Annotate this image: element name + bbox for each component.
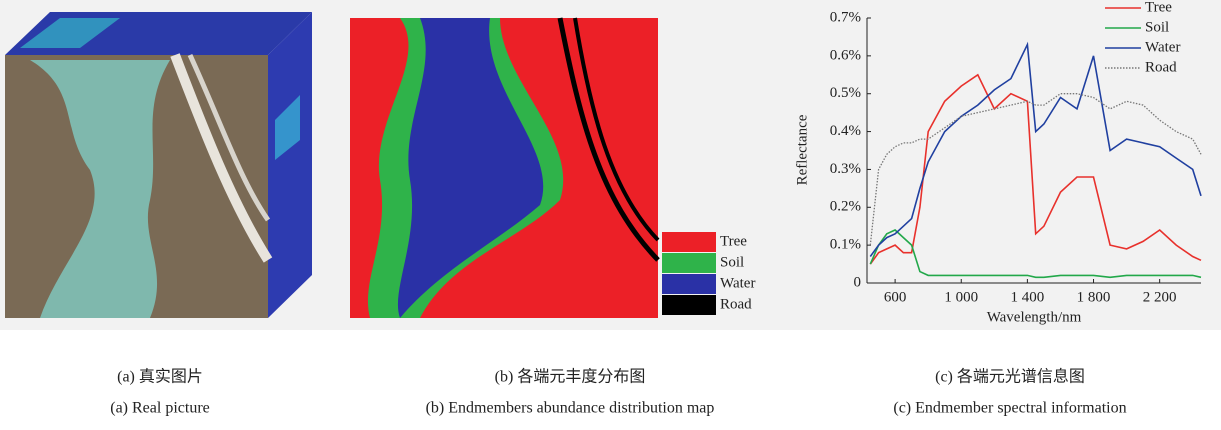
y-tick-label: 0.3% (830, 161, 861, 177)
y-tick-label: 0.1% (830, 237, 861, 253)
x-tick-label: 1 800 (1077, 289, 1111, 305)
y-tick-label: 0.4% (830, 123, 861, 139)
y-tick-label: 0.6% (830, 47, 861, 63)
legend-label: Tree (720, 233, 747, 249)
legend-label: Tree (1145, 0, 1172, 15)
legend-label: Road (1145, 59, 1177, 75)
y-tick-label: 0.5% (830, 85, 861, 101)
legend-swatch (662, 295, 716, 315)
caption-zh: (a) 真实图片 (117, 368, 203, 386)
legend-label: Soil (1145, 19, 1169, 35)
x-axis-label: Wavelength/nm (987, 309, 1082, 325)
caption-en: (a) Real picture (110, 400, 210, 417)
caption-en: (b) Endmembers abundance distribution ma… (426, 400, 715, 417)
y-tick-label: 0 (854, 274, 862, 290)
legend-swatch (662, 253, 716, 273)
legend-swatch (662, 232, 716, 252)
series-line (869, 93, 1202, 246)
y-tick-label: 0.2% (830, 199, 861, 215)
legend-swatch (662, 274, 716, 294)
legend-label: Water (720, 275, 755, 291)
caption-zh: (c) 各端元光谱信息图 (935, 368, 1085, 386)
x-tick-label: 1 000 (944, 289, 978, 305)
x-tick-label: 1 400 (1011, 289, 1045, 305)
legend-label: Road (720, 296, 752, 312)
y-axis-label: Reflectance (794, 114, 810, 185)
caption-en: (c) Endmember spectral information (893, 400, 1126, 417)
series-line (869, 229, 1202, 279)
series-line (869, 73, 1202, 265)
y-tick-label: 0.7% (830, 9, 861, 25)
x-tick-label: 600 (884, 289, 907, 305)
caption-zh: (b) 各端元丰度分布图 (495, 368, 646, 386)
cube-image (5, 12, 312, 318)
legend-label: Water (1145, 39, 1180, 55)
abundance-map (350, 17, 660, 318)
series-line (869, 41, 1202, 257)
x-tick-label: 2 200 (1143, 289, 1177, 305)
legend-label: Soil (720, 254, 744, 270)
